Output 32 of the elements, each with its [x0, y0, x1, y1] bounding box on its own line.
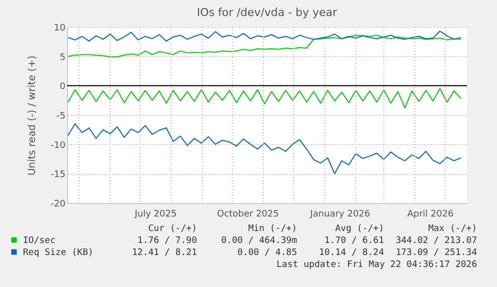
text: Cur (-/+) [148, 224, 197, 234]
line-series [68, 88, 462, 108]
text: Last update: Fri May 22 04:36:17 2026 [276, 260, 477, 270]
x-tick-label: January 2026 [309, 210, 370, 220]
y-tick-label: -10 [50, 140, 66, 151]
y-tick-label: 0 [60, 82, 66, 92]
legend-label: IO/sec [23, 236, 56, 246]
legend-label: Req Size (KB) [23, 248, 94, 258]
text: 12.41 / 8.21 [132, 248, 197, 258]
chart-title: IOs for /dev/vda - by year [196, 6, 338, 19]
y-tick-label: 5 [60, 52, 66, 63]
line-series [68, 123, 462, 174]
x-tick-label: July 2025 [134, 210, 177, 220]
text: 1.70 / 6.61 [324, 236, 384, 246]
x-tick-label: October 2025 [217, 210, 279, 220]
text: 10.14 / 8.24 [318, 248, 384, 258]
line-series [68, 34, 462, 58]
x-tick-label: April 2026 [407, 210, 454, 220]
text: Min (-/+) [248, 224, 297, 234]
text: 173.09 / 251.34 [396, 248, 477, 258]
line-series [68, 30, 462, 42]
y-tick-label: 10 [54, 24, 66, 34]
text: Avg (-/+) [335, 224, 384, 234]
y-tick-label: -5 [56, 112, 66, 122]
y-tick-label: -15 [50, 170, 66, 180]
text: 344.02 / 213.07 [396, 236, 477, 246]
text: 0.00 / 464.39m [221, 236, 297, 246]
y-tick-label: -20 [50, 200, 66, 210]
y-axis-title: Units read (-) / write (+) [26, 55, 38, 176]
text: 0.00 / 4.85 [237, 248, 297, 258]
text: Max (-/+) [428, 224, 477, 234]
text: 1.76 / 7.90 [137, 236, 197, 246]
